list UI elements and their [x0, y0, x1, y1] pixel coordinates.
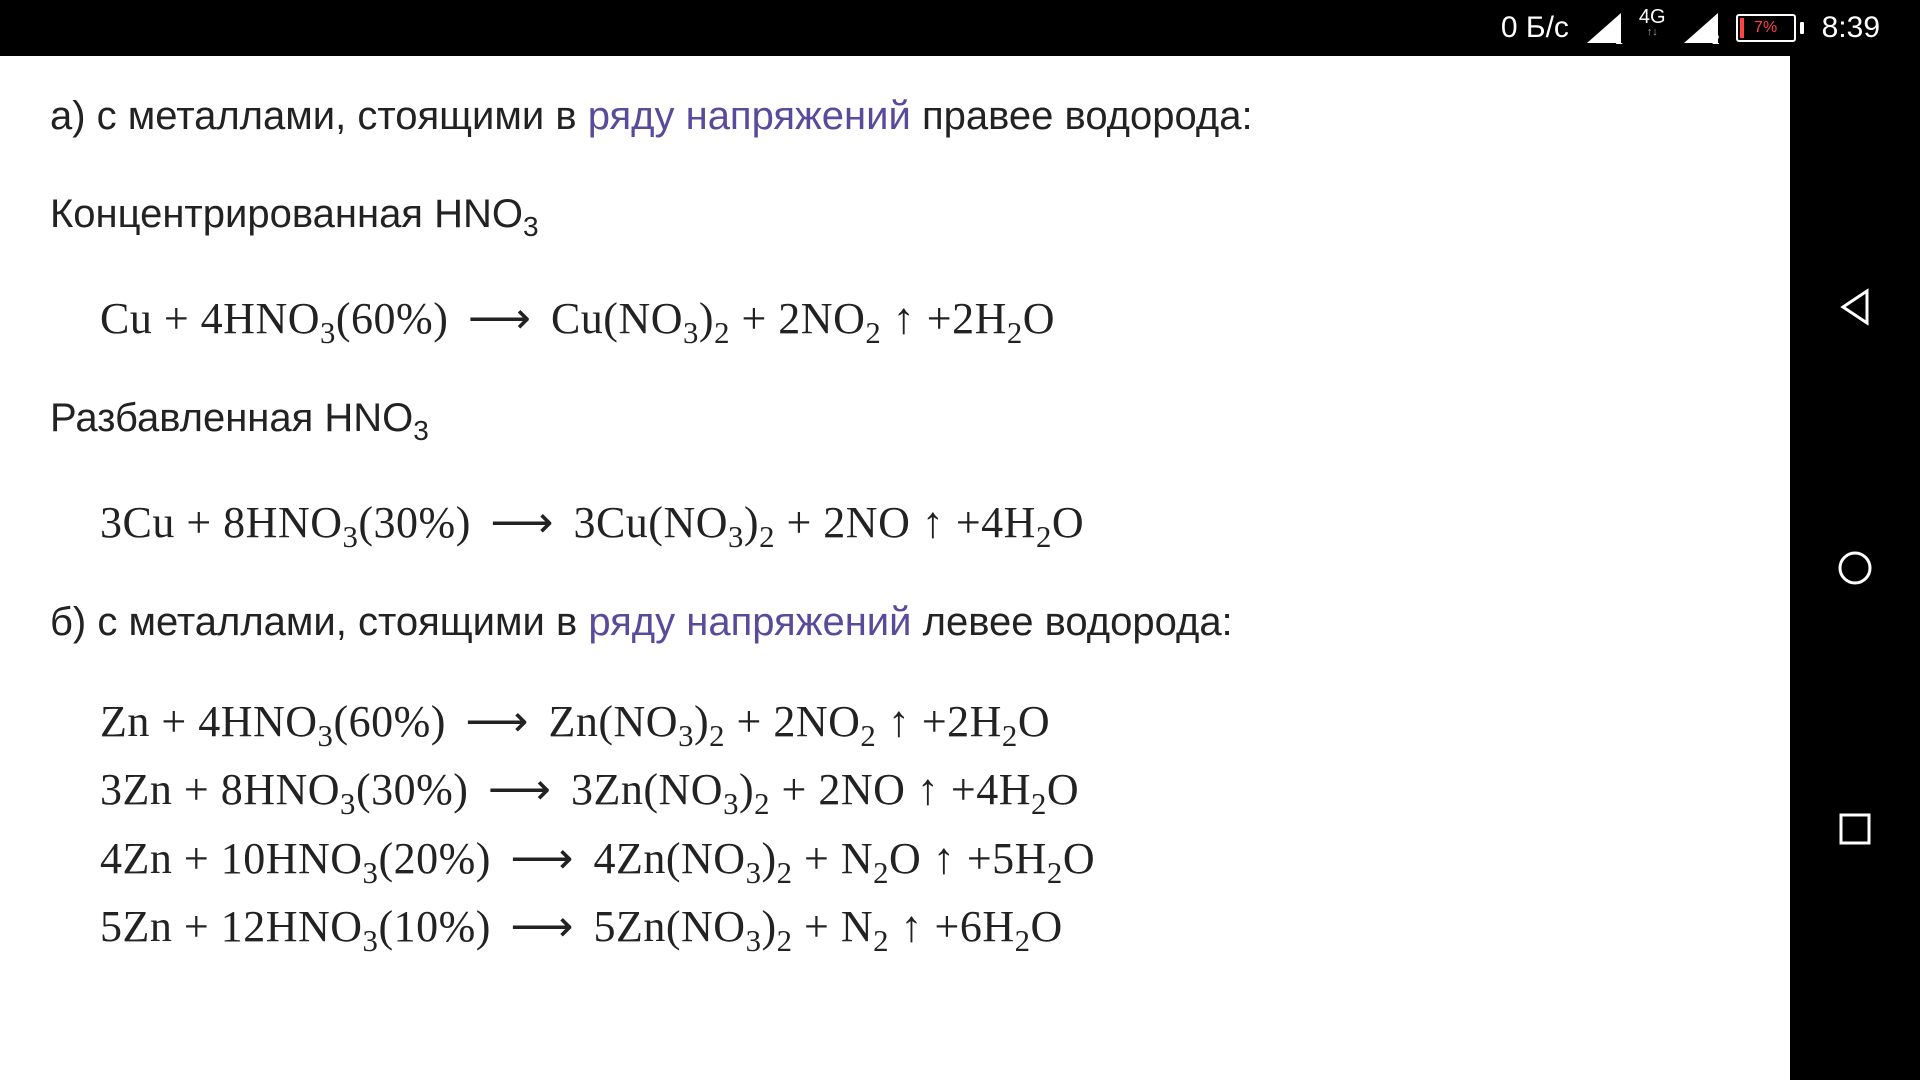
status-bar: 0 Б/с 1 4G↑↓ 2 7% 8:39	[0, 0, 1920, 56]
clock: 8:39	[1822, 11, 1880, 45]
network-type: 4G↑↓	[1639, 7, 1666, 38]
link-activity-series[interactable]: ряду напряжений	[588, 94, 911, 138]
eq-cu-dilute: 3Cu + 8HNO3(30%) ⟶ 3Cu(NO3)2 + 2NO ↑ +4H…	[100, 490, 1740, 560]
dilute-label: Разбавленная HNO3	[50, 388, 1740, 452]
net-speed: 0 Б/с	[1501, 11, 1569, 45]
eq-zn-3: 4Zn + 10HNO3(20%) ⟶ 4Zn(NO3)2 + N2O ↑ +5…	[100, 827, 1740, 895]
eq-zn-1: Zn + 4HNO3(60%) ⟶ Zn(NO3)2 + 2NO2 ↑ +2H2…	[100, 690, 1740, 758]
recent-icon[interactable]	[1833, 807, 1877, 851]
line-a: а) с металлами, стоящими в ряду напряжен…	[50, 86, 1740, 146]
link-activity-series-2[interactable]: ряду напряжений	[588, 600, 911, 644]
android-navbar	[1790, 56, 1920, 1080]
signal-icon-2: 2	[1684, 13, 1718, 43]
battery-icon: 7%	[1736, 14, 1804, 42]
back-icon[interactable]	[1833, 285, 1877, 329]
line-b: б) с металлами, стоящими в ряду напряжен…	[50, 592, 1740, 652]
eq-cu-conc: Cu + 4HNO3(60%) ⟶ Cu(NO3)2 + 2NO2 ↑ +2H2…	[100, 286, 1740, 356]
content-area[interactable]: а) с металлами, стоящими в ряду напряжен…	[0, 56, 1790, 1080]
home-icon[interactable]	[1833, 546, 1877, 590]
screen: 0 Б/с 1 4G↑↓ 2 7% 8:39 а) с металлами, с…	[0, 0, 1920, 1080]
conc-label: Концентрированная HNO3	[50, 184, 1740, 248]
eq-zn-4: 5Zn + 12HNO3(10%) ⟶ 5Zn(NO3)2 + N2 ↑ +6H…	[100, 895, 1740, 963]
signal-icon-1: 1	[1587, 13, 1621, 43]
eq-zn-2: 3Zn + 8HNO3(30%) ⟶ 3Zn(NO3)2 + 2NO ↑ +4H…	[100, 758, 1740, 826]
eq-zn-group: Zn + 4HNO3(60%) ⟶ Zn(NO3)2 + 2NO2 ↑ +2H2…	[100, 690, 1740, 964]
